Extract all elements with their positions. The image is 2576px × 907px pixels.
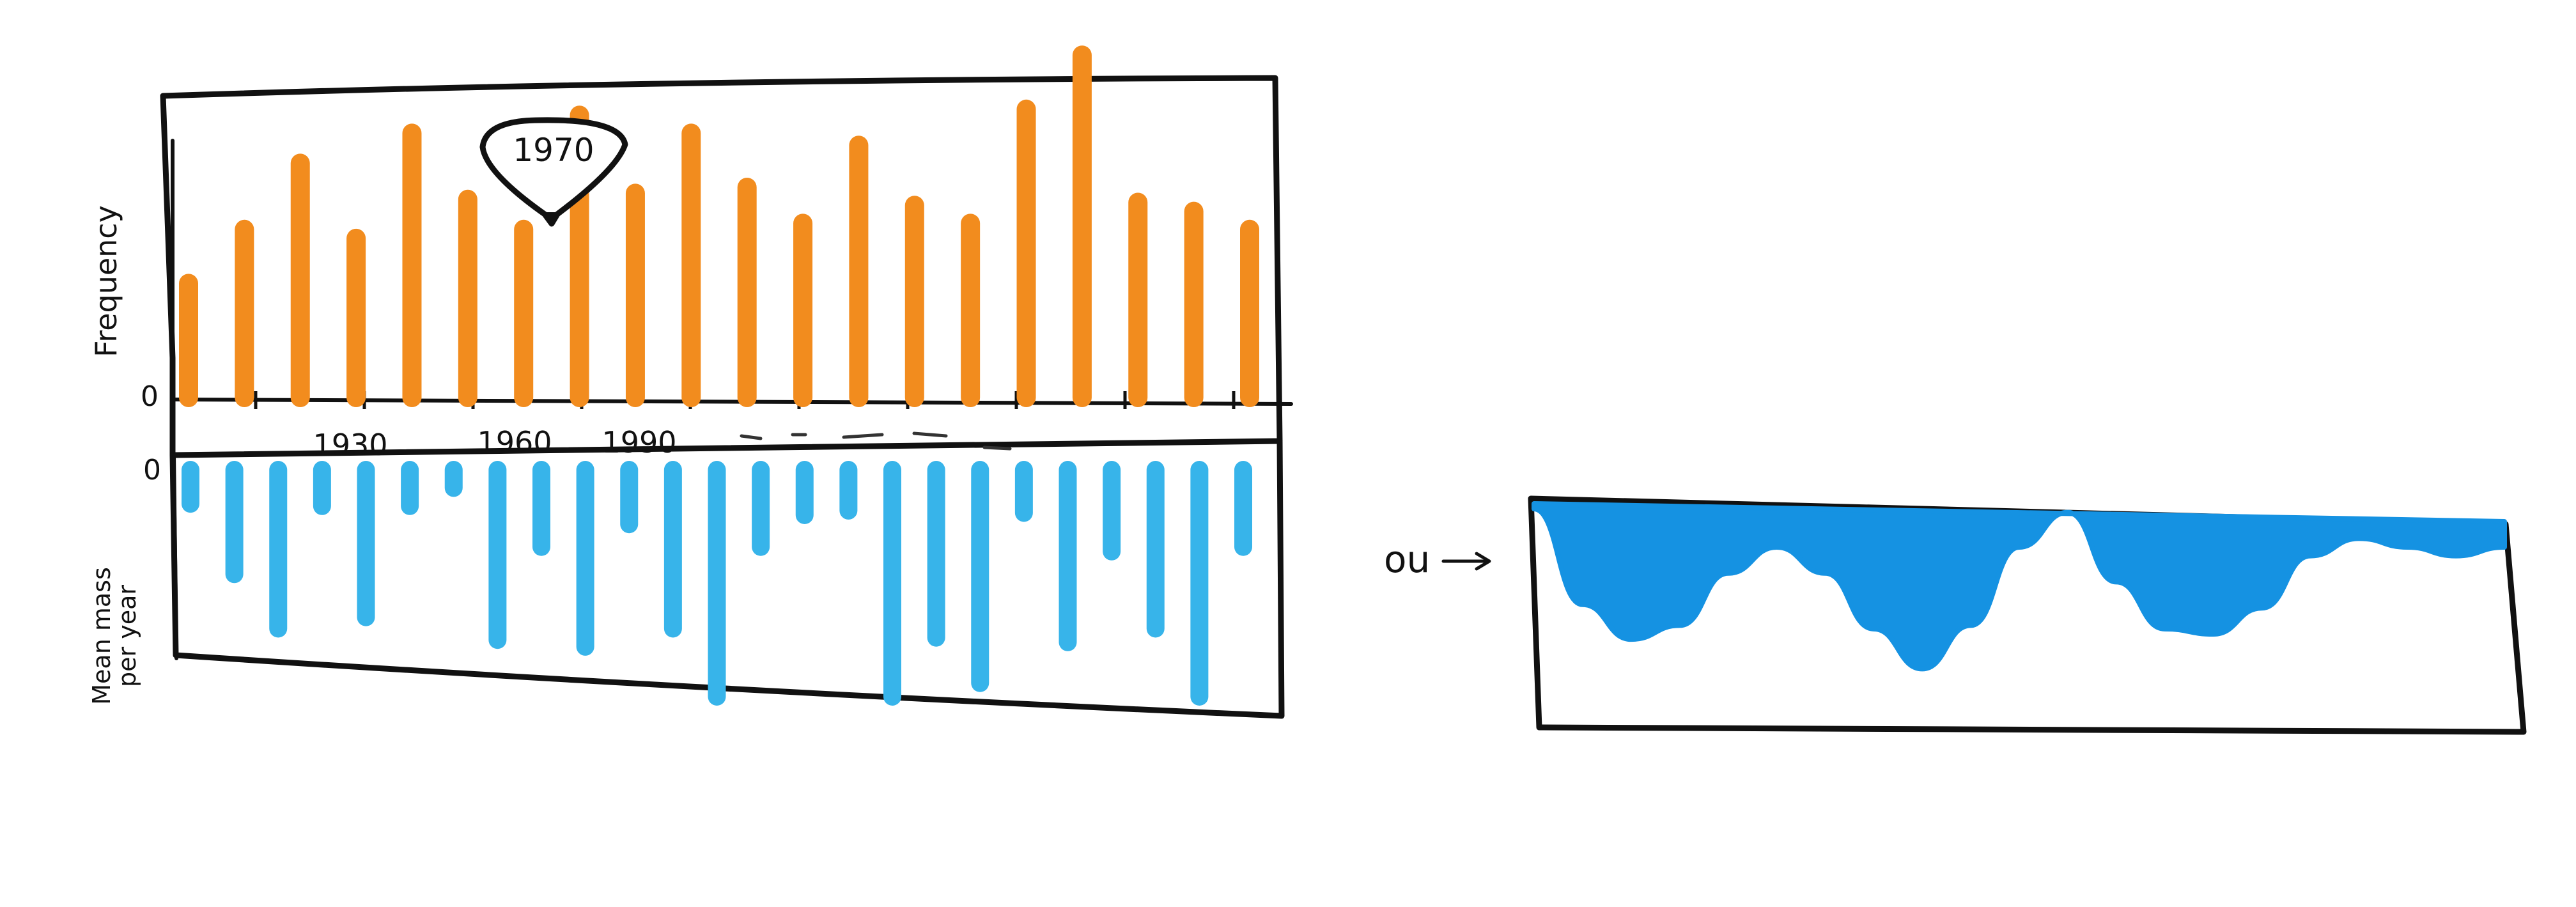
mass-y-axis-label-line2: per year bbox=[113, 585, 141, 687]
mass-y-axis bbox=[172, 453, 178, 660]
area-label: ou bbox=[1384, 538, 1430, 581]
x-tick-label-1990: 1990 bbox=[601, 425, 676, 460]
annotation-callout bbox=[479, 117, 628, 227]
mass-chart: 0 Mean mass per year bbox=[88, 438, 1285, 719]
x-tick-label-1960: 1960 bbox=[477, 425, 552, 460]
area-label-arrow bbox=[1441, 552, 1491, 571]
annotation-label: 1970 bbox=[513, 132, 594, 169]
frequency-chart: 0 Frequency 1930 1960 1990 1970 bbox=[89, 45, 1293, 462]
frequency-bars bbox=[179, 45, 1259, 407]
annotation-pointer-tip bbox=[546, 212, 560, 225]
annotation-marker: 1970 bbox=[479, 117, 628, 227]
faded-tick-marks bbox=[740, 431, 1012, 451]
mass-y-zero-label: 0 bbox=[143, 454, 161, 486]
x-tick-label-1930: 1930 bbox=[313, 428, 387, 462]
area-frame bbox=[1528, 495, 2527, 735]
mass-bars bbox=[182, 461, 1252, 706]
mass-y-axis-label-line1: Mean mass bbox=[88, 567, 116, 705]
frequency-y-axis-label: Frequency bbox=[89, 205, 123, 357]
area-chart: ou bbox=[1384, 495, 2527, 735]
area-fill bbox=[1532, 501, 2507, 672]
frequency-y-zero-label: 0 bbox=[141, 380, 159, 413]
